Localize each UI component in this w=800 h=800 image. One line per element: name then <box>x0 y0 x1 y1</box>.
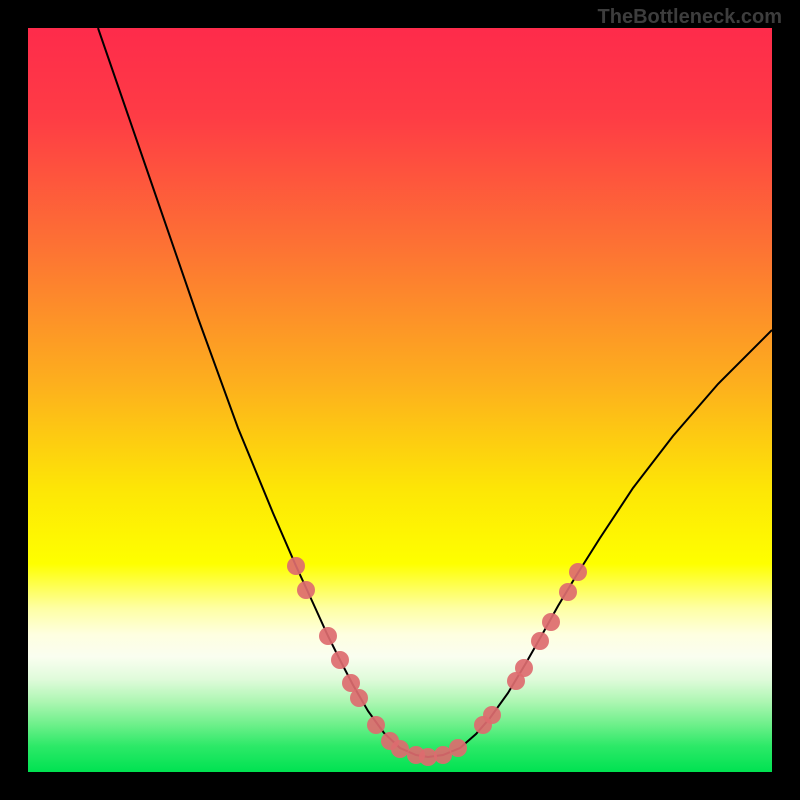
gradient-background <box>28 28 772 772</box>
marker-point <box>287 557 305 575</box>
marker-point <box>515 659 533 677</box>
marker-point <box>542 613 560 631</box>
chart-svg <box>0 0 800 800</box>
watermark-text: TheBottleneck.com <box>598 6 782 29</box>
plot-area-group <box>28 28 772 772</box>
marker-point <box>331 651 349 669</box>
marker-point <box>559 583 577 601</box>
marker-point <box>449 739 467 757</box>
marker-point <box>367 716 385 734</box>
marker-point <box>350 689 368 707</box>
marker-point <box>531 632 549 650</box>
marker-point <box>569 563 587 581</box>
marker-point <box>391 740 409 758</box>
marker-point <box>297 581 315 599</box>
marker-point <box>319 627 337 645</box>
marker-point <box>483 706 501 724</box>
